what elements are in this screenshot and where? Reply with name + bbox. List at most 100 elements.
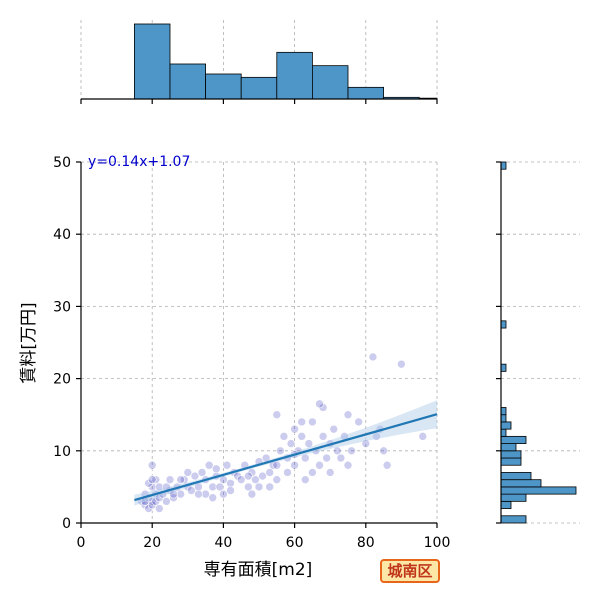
x-tick-label-0: 0: [77, 535, 86, 551]
scatter-point-26: [187, 486, 196, 495]
right-hist-bar-13: [500, 421, 512, 430]
regression-line: [134, 413, 438, 502]
scatter-point-98: [300, 475, 310, 484]
right-hist-bar-3: [500, 493, 527, 502]
scatter-point-18: [165, 475, 175, 484]
equation-label: y=0.14x+1.07: [88, 154, 190, 170]
scatter-point-42: [233, 471, 242, 481]
scatter-point-50: [258, 471, 267, 481]
scatter-point-29: [197, 468, 207, 477]
top-hist-bar-4: [276, 51, 313, 100]
scatter-point-31: [201, 489, 210, 499]
top-hist-bar-5: [311, 65, 349, 100]
scatter-point-81: [361, 439, 371, 448]
right-hist-bar-21: [500, 363, 507, 372]
scatter-point-103: [382, 460, 392, 470]
scatter-point-46: [247, 468, 257, 477]
scatter-point-75: [333, 446, 342, 456]
right-hist-bar-27: [500, 320, 507, 329]
scatter-point-59: [286, 439, 296, 448]
scatter-point-32: [204, 460, 214, 470]
right-hist-bar-10: [500, 443, 517, 452]
scatter-point-86: [418, 432, 428, 441]
scatter-point-63: [297, 432, 307, 441]
x-marginal-histogram: [80, 20, 438, 104]
scatter-point-61: [290, 460, 299, 470]
right-hist-bar-12: [500, 428, 507, 437]
scatter-point-91: [176, 475, 185, 484]
scatter-point-76: [336, 453, 346, 463]
right-hist-bar-0: [500, 515, 527, 524]
scatter-point-100: [325, 468, 335, 477]
scatter-point-13: [151, 497, 161, 506]
scatter-point-55: [272, 410, 282, 420]
scatter-point-56: [276, 446, 285, 456]
scatter-point-85: [397, 359, 406, 369]
right-hist-bar-8: [500, 457, 522, 466]
scatter-point-10: [144, 478, 153, 488]
scatter-point-40: [226, 478, 235, 488]
scatter-point-45: [244, 482, 253, 492]
scatter-point-37: [219, 489, 228, 499]
main-gridlines: [80, 161, 438, 524]
scatter-point-105: [297, 417, 307, 427]
scatter-point-67: [308, 417, 317, 427]
x-tick-label-2: 40: [214, 535, 232, 551]
top-hist-bar-2: [205, 73, 242, 100]
scatter-point-97: [283, 468, 292, 477]
scatter-point-33: [208, 482, 218, 492]
right-hist-bar-9: [500, 450, 522, 459]
scatter-point-23: [179, 475, 189, 484]
scatter-point-25: [183, 468, 193, 477]
scatter-point-79: [347, 446, 356, 456]
top-hist-bar-3: [240, 76, 278, 100]
scatter-point-66: [308, 468, 317, 477]
x-tick-label-3: 60: [286, 535, 304, 551]
y-tick-label-3: 30: [53, 299, 71, 315]
scatter-point-6: [147, 497, 157, 506]
top-hist-bar-6: [347, 86, 384, 100]
scatter-point-107: [247, 489, 257, 499]
y-tick-label-1: 10: [53, 444, 71, 460]
scatter-point-69: [315, 460, 324, 470]
regression-fit: [134, 400, 438, 506]
scatter-point-35: [211, 464, 221, 474]
scatter-point-99: [315, 399, 324, 409]
confidence-band: [134, 400, 437, 506]
scatter-point-17: [162, 497, 171, 506]
right-hist-bar-2: [500, 500, 512, 509]
scatter-point-65: [304, 439, 314, 448]
scatter-point-54: [272, 475, 282, 484]
scatter-point-94: [226, 486, 235, 495]
scatter-point-82: [368, 352, 378, 362]
scatter-point-39: [222, 460, 232, 470]
scatter-point-3: [144, 504, 153, 513]
right-hist-bar-15: [500, 407, 507, 416]
right-hist-bar-14: [500, 414, 507, 423]
scatter-point-12: [147, 475, 157, 484]
y-tick-label-5: 50: [53, 155, 71, 171]
scatter-point-60: [290, 424, 299, 434]
scatter-point-80: [354, 417, 363, 427]
scatter-point-74: [329, 424, 339, 434]
y-tick-label-2: 20: [53, 372, 71, 388]
main-axes: 0 20 40 60 80 100 0 10 20 30 40 50: [53, 155, 450, 551]
x-axis-title: 専有面積[m2]: [204, 560, 313, 580]
scatter-point-11: [147, 460, 157, 470]
scatter-point-43: [236, 475, 246, 484]
scatter-point-84: [379, 446, 388, 456]
scatter-point-57: [279, 432, 289, 441]
scatter-point-92: [194, 489, 203, 499]
scatter-point-88: [155, 504, 164, 513]
right-hist-bar-6: [500, 472, 532, 481]
y-tick-label-4: 40: [53, 227, 71, 243]
right-hist-bar-5: [500, 479, 542, 488]
scatter-point-96: [265, 482, 274, 492]
scatter-point-5: [147, 482, 157, 492]
y-marginal-histogram: [496, 161, 580, 524]
scatter-point-22: [176, 489, 185, 499]
right-hist-bar-11: [500, 435, 527, 444]
scatter-point-27: [190, 471, 200, 481]
x-tick-label-5: 100: [424, 535, 451, 551]
